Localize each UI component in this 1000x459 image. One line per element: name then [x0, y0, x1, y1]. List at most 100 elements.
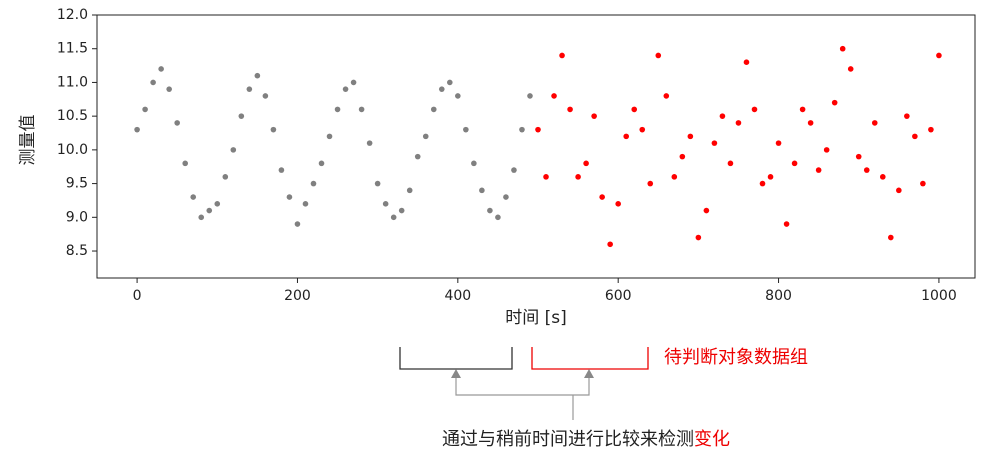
y-tick-label: 12.0 — [57, 7, 88, 23]
y-axis-label: 测量值 — [18, 115, 38, 166]
point — [214, 201, 221, 207]
point — [831, 99, 838, 106]
y-tick-label: 11.5 — [57, 41, 88, 57]
point — [519, 126, 525, 133]
connector — [455, 376, 590, 420]
point — [559, 52, 565, 59]
point — [647, 180, 654, 187]
x-tick-label: 400 — [444, 288, 471, 304]
point — [318, 160, 325, 167]
point — [206, 207, 213, 214]
point — [671, 174, 678, 180]
point — [511, 167, 517, 173]
point — [398, 207, 405, 214]
point — [920, 180, 926, 187]
point — [567, 106, 573, 113]
point — [390, 214, 397, 221]
point — [495, 214, 501, 221]
point — [406, 187, 413, 194]
point — [799, 106, 806, 113]
point — [775, 140, 782, 146]
point — [463, 126, 469, 133]
caption: 通过与稍前时间进行比较来检测变化 — [442, 429, 730, 450]
point — [807, 120, 814, 126]
point — [479, 187, 485, 194]
point — [190, 194, 197, 200]
x-axis-label: 时间 [s] — [505, 308, 567, 328]
point — [936, 52, 942, 59]
point — [888, 234, 894, 241]
point — [687, 133, 694, 140]
point — [759, 180, 766, 187]
point — [222, 174, 229, 180]
point — [166, 86, 172, 92]
point — [487, 207, 493, 214]
y-tick-label: 9.5 — [66, 176, 88, 192]
point — [366, 140, 373, 146]
point — [783, 221, 790, 227]
caption-highlight: 变化 — [694, 429, 730, 450]
point — [150, 79, 156, 86]
point — [294, 221, 301, 227]
point — [238, 113, 245, 119]
point — [855, 153, 862, 160]
point — [455, 93, 461, 99]
point — [326, 133, 333, 140]
point — [310, 180, 317, 187]
y-tick-label: 8.5 — [66, 243, 88, 259]
caption-text: 通过与稍前时间进行比较来检测 — [442, 429, 694, 450]
point — [262, 93, 269, 99]
point — [158, 66, 164, 72]
point — [719, 113, 726, 119]
point — [422, 133, 429, 140]
point — [703, 207, 710, 214]
point — [904, 113, 910, 119]
y-tick-label: 11.0 — [57, 74, 88, 90]
point — [254, 72, 261, 79]
point — [863, 167, 870, 173]
point — [727, 160, 734, 167]
point — [174, 120, 180, 126]
point — [358, 106, 365, 113]
point — [735, 120, 742, 126]
point — [270, 126, 277, 133]
point — [912, 133, 918, 140]
point — [134, 126, 140, 133]
point — [334, 106, 341, 113]
point — [607, 241, 613, 248]
point — [278, 167, 285, 173]
x-tick-label: 200 — [284, 288, 311, 304]
point — [623, 133, 630, 140]
y-tick-label: 10.0 — [57, 142, 88, 158]
arrow-heads — [451, 369, 594, 378]
point — [839, 45, 846, 52]
bracket-target — [531, 347, 649, 370]
point — [471, 160, 477, 167]
point — [815, 167, 822, 173]
point — [438, 86, 445, 92]
point — [751, 106, 758, 113]
x-tick-label: 0 — [133, 288, 142, 304]
point — [791, 160, 798, 167]
annotation: 待判断对象数据组 通过与稍前时间进行比较来检测变化 — [399, 347, 808, 450]
point — [182, 160, 189, 167]
point — [871, 120, 878, 126]
point — [430, 106, 437, 113]
point — [382, 201, 389, 207]
x-tick-label: 600 — [605, 288, 632, 304]
point — [896, 187, 902, 194]
point — [583, 160, 589, 167]
x-tick-label: 800 — [765, 288, 792, 304]
point — [302, 201, 309, 207]
point — [767, 174, 774, 180]
point — [743, 59, 750, 66]
point — [615, 201, 621, 207]
point — [342, 86, 349, 92]
point — [230, 147, 237, 153]
point — [847, 66, 854, 72]
point — [591, 113, 597, 119]
point — [535, 126, 541, 133]
point — [575, 174, 581, 180]
y-tick-label: 9.0 — [66, 209, 88, 225]
